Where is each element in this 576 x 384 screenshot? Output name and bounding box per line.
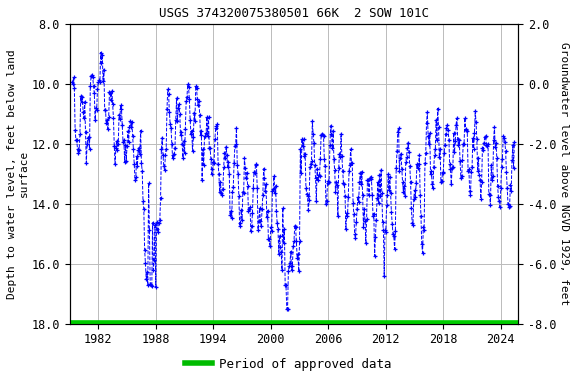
Title: USGS 374320075380501 66K  2 SOW 101C: USGS 374320075380501 66K 2 SOW 101C — [159, 7, 429, 20]
Y-axis label: Groundwater level above NGVD 1929, feet: Groundwater level above NGVD 1929, feet — [559, 42, 569, 305]
Legend: Period of approved data: Period of approved data — [180, 353, 396, 376]
Y-axis label: Depth to water level, feet below land
surface: Depth to water level, feet below land su… — [7, 49, 29, 299]
